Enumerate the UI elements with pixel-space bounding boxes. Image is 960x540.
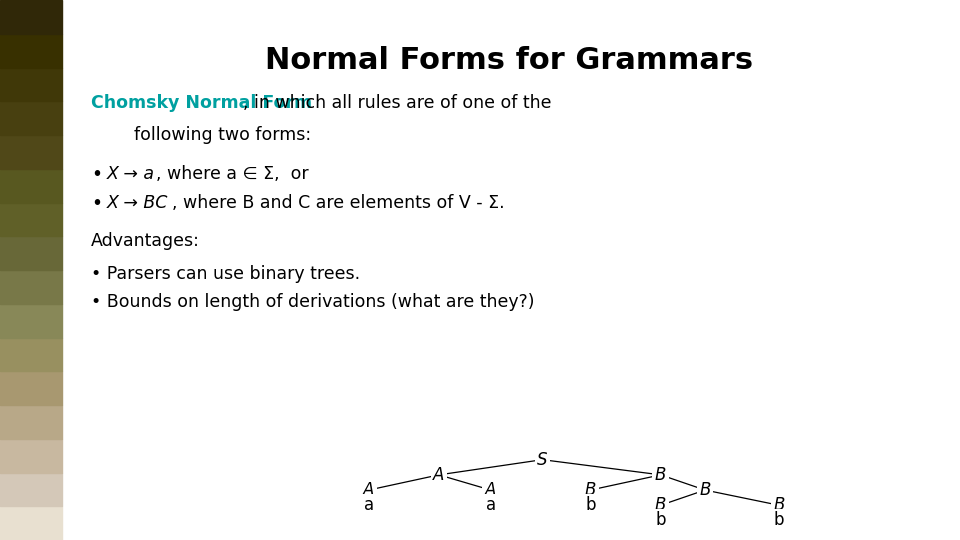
Text: Advantages:: Advantages: (91, 232, 200, 250)
Text: B: B (699, 481, 710, 499)
Text: X → BC: X → BC (107, 194, 168, 212)
Text: Normal Forms for Grammars: Normal Forms for Grammars (265, 46, 753, 75)
Text: B: B (655, 466, 666, 484)
Text: •: • (91, 165, 103, 184)
Text: •: • (91, 194, 103, 213)
Text: , where a ∈ Σ,  or: , where a ∈ Σ, or (156, 165, 309, 183)
Text: X → a: X → a (107, 165, 155, 183)
Text: Chomsky Normal Form: Chomsky Normal Form (91, 94, 312, 112)
Text: B: B (585, 481, 596, 499)
Text: b: b (774, 511, 784, 529)
Text: , where B and C are elements of V - Σ.: , where B and C are elements of V - Σ. (172, 194, 504, 212)
Text: a: a (364, 496, 373, 514)
Text: S: S (538, 451, 547, 469)
Text: • Parsers can use binary trees.: • Parsers can use binary trees. (91, 265, 360, 282)
Text: b: b (586, 496, 596, 514)
Text: A: A (363, 481, 374, 499)
Text: • Bounds on length of derivations (what are they?): • Bounds on length of derivations (what … (91, 293, 535, 310)
Text: following two forms:: following two forms: (112, 126, 311, 144)
Text: b: b (656, 511, 666, 529)
Text: A: A (433, 466, 444, 484)
Text: B: B (655, 496, 666, 514)
Text: B: B (773, 496, 784, 514)
Text: , in which all rules are of one of the: , in which all rules are of one of the (243, 94, 551, 112)
Text: A: A (485, 481, 496, 499)
Text: a: a (486, 496, 495, 514)
